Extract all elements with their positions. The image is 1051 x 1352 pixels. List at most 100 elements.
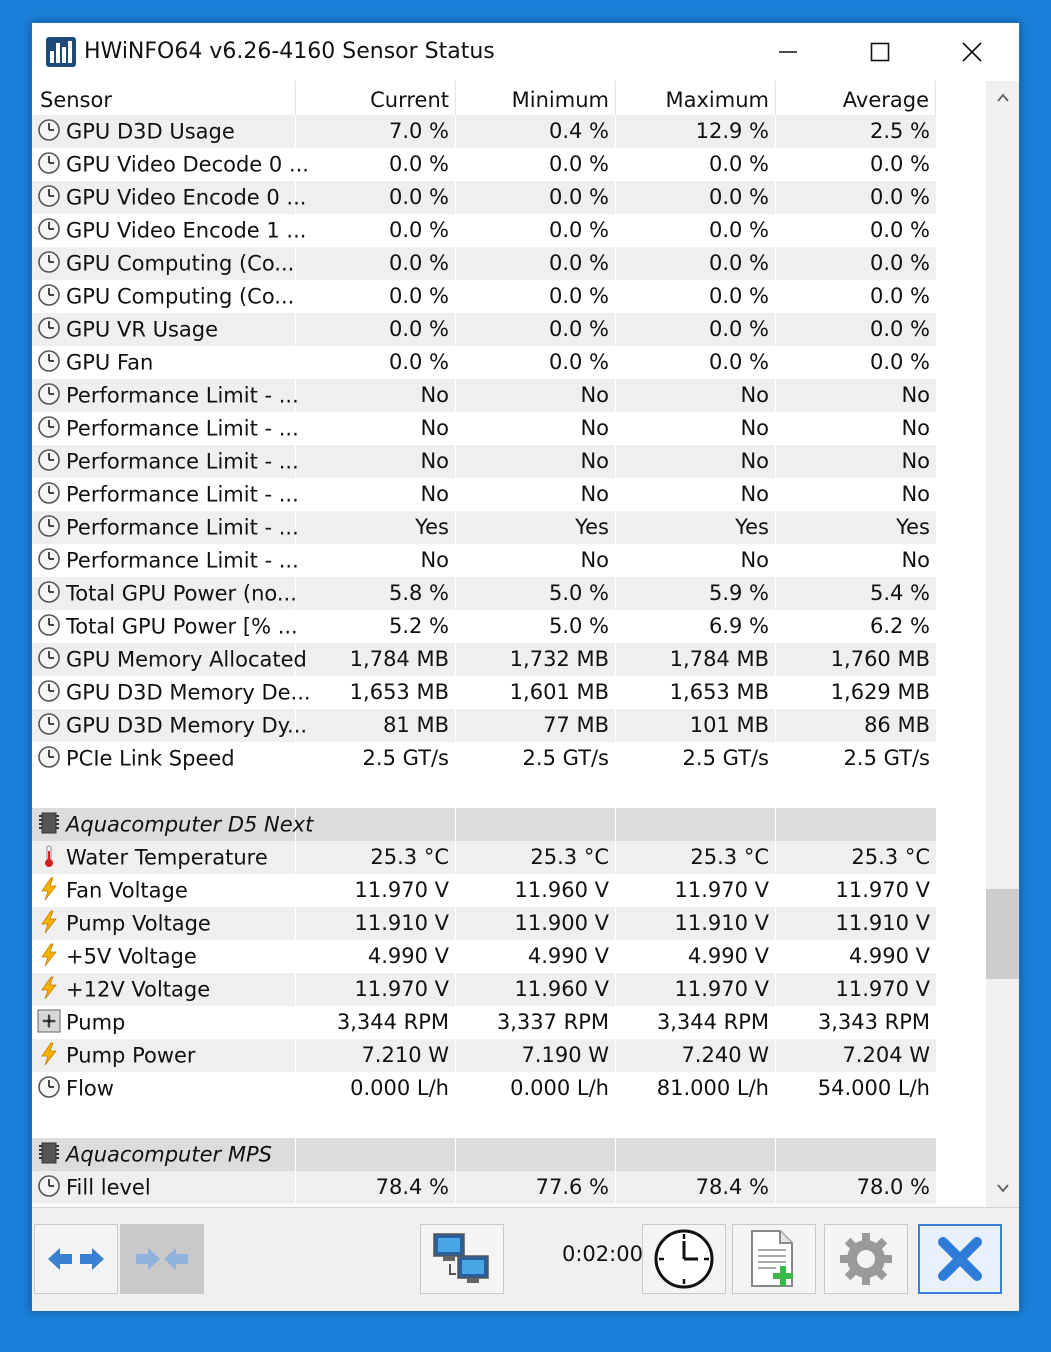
table-row[interactable]: Fan Voltage 11.970 V 11.960 V 11.970 V 11.97… [32, 874, 936, 907]
table-row[interactable]: Total GPU Power [% ... 5.2 % 5.0 % 6.9 % 6.2… [32, 610, 936, 643]
maximum-value: 78.4 % [616, 1171, 776, 1204]
table-row[interactable]: GPU Video Encode 0 ... 0.0 % 0.0 % 0.0 % 0.0… [32, 181, 936, 214]
current-value: 0.0 % [296, 148, 456, 181]
average-value: 4.990 V [848, 944, 930, 968]
column-header-average[interactable]: Average [776, 81, 936, 115]
average-value: 5.4 % [869, 581, 930, 605]
table-row[interactable]: GPU Video Encode 1 ... 0.0 % 0.0 % 0.0 % 0.0… [32, 214, 936, 247]
maximum-value: No [616, 478, 776, 511]
stopwatch-icon [654, 1229, 714, 1289]
clock-icon [37, 250, 61, 274]
clock-icon [37, 448, 61, 472]
table-row[interactable]: GPU Computing (Co... 0.0 % 0.0 % 0.0 % 0.0 % [32, 247, 936, 280]
sensor-name: GPU Computing (Co... [66, 251, 295, 276]
table-row[interactable]: GPU D3D Usage 7.0 % 0.4 % 12.9 % 2.5 % [32, 115, 936, 148]
settings-button[interactable] [824, 1224, 908, 1294]
table-row[interactable]: Pump Voltage 11.910 V 11.900 V 11.910 V 11.9… [32, 907, 936, 940]
current-value: 0.0 % [296, 313, 456, 346]
table-row[interactable]: GPU Memory Allocated 1,784 MB 1,732 MB 1,78… [32, 643, 936, 676]
table-row[interactable]: Performance Limit - ... No No No No [32, 544, 936, 577]
network-button[interactable] [420, 1224, 504, 1294]
minimum-value: 0.0 % [456, 346, 616, 379]
table-row[interactable]: Pump 3,344 RPM 3,337 RPM 3,344 RPM 3,343 RPM [32, 1006, 936, 1039]
current-value: 11.970 V [296, 874, 456, 907]
table-row[interactable]: Total GPU Power (no... 5.8 % 5.0 % 5.9 % 5.4… [32, 577, 936, 610]
scroll-up-button[interactable] [986, 85, 1019, 109]
minimum-value: 0.4 % [456, 115, 616, 148]
average-value: 7.204 W [842, 1043, 930, 1067]
table-row[interactable]: GPU D3D Memory Dy... 81 MB 77 MB 101 MB 86 M… [32, 709, 936, 742]
close-window-button[interactable] [926, 23, 1018, 81]
close-button[interactable] [918, 1224, 1002, 1294]
minimize-button[interactable] [742, 23, 834, 81]
table-row[interactable]: Performance Limit - ... No No No No [32, 478, 936, 511]
table-row[interactable]: GPU Computing (Co... 0.0 % 0.0 % 0.0 % 0.0 % [32, 280, 936, 313]
sensor-name: GPU Video Encode 0 ... [66, 185, 307, 210]
table-row[interactable]: GPU D3D Memory De... 1,653 MB 1,601 MB 1,65… [32, 676, 936, 709]
maximum-value: 0.0 % [616, 280, 776, 313]
table-row[interactable]: Performance Limit - ... Yes Yes Yes Yes [32, 511, 936, 544]
maximum-value: 1,653 MB [616, 676, 776, 709]
collapse-columns-button[interactable] [120, 1224, 204, 1294]
maximum-value: 0.0 % [616, 181, 776, 214]
minimize-icon [779, 51, 797, 53]
table-row[interactable]: +5V Voltage 4.990 V 4.990 V 4.990 V 4.990 V [32, 940, 936, 973]
maximum-value: 6.9 % [616, 610, 776, 643]
column-header-maximum[interactable]: Maximum [616, 81, 776, 115]
average-value: 1,760 MB [830, 647, 930, 671]
expand-columns-button[interactable] [34, 1224, 118, 1294]
table-row[interactable]: Performance Limit - ... No No No No [32, 445, 936, 478]
logging-button[interactable] [732, 1224, 816, 1294]
lightning-icon [37, 1042, 61, 1066]
current-value: No [296, 478, 456, 511]
current-value: 0.0 % [296, 214, 456, 247]
current-value: 2.5 GT/s [296, 742, 456, 775]
sensor-name: Pump Voltage [66, 911, 211, 936]
column-header-current[interactable]: Current [296, 81, 456, 115]
clock-icon [37, 547, 61, 571]
column-header-sensor[interactable]: Sensor [32, 81, 296, 115]
table-row[interactable]: Performance Limit - ... No No No No [32, 379, 936, 412]
polling-interval-button[interactable] [642, 1224, 726, 1294]
clock-icon [37, 646, 61, 670]
maximize-button[interactable] [834, 23, 926, 81]
table-row[interactable]: Pump Power 7.210 W 7.190 W 7.240 W 7.204 W [32, 1039, 936, 1072]
table-row[interactable]: GPU Video Decode 0 ... 0.0 % 0.0 % 0.0 % 0.0… [32, 148, 936, 181]
column-header-minimum[interactable]: Minimum [456, 81, 616, 115]
minimum-value: No [456, 445, 616, 478]
vertical-scrollbar[interactable] [986, 81, 1019, 1207]
maximum-value: 11.970 V [616, 874, 776, 907]
scroll-thumb[interactable] [986, 889, 1019, 979]
clock-icon [37, 514, 61, 538]
clock-icon [37, 712, 61, 736]
current-value: 0.0 % [296, 280, 456, 313]
clock-icon [37, 580, 61, 604]
sensor-name-cell: Performance Limit - ... [37, 379, 299, 412]
average-value: 11.970 V [835, 977, 930, 1001]
title-bar[interactable]: HWiNFO64 v6.26-4160 Sensor Status [32, 23, 1019, 81]
bottom-toolbar: 0:02:00 [32, 1207, 1019, 1311]
table-row[interactable]: GPU Fan 0.0 % 0.0 % 0.0 % 0.0 % [32, 346, 936, 379]
table-row[interactable]: Fill level 78.4 % 77.6 % 78.4 % 78.0 % [32, 1171, 936, 1204]
minimum-value: 25.3 °C [456, 841, 616, 874]
average-value: 0.0 % [869, 350, 930, 374]
table-row[interactable]: +12V Voltage 11.970 V 11.960 V 11.970 V 11.9… [32, 973, 936, 1006]
group-header-row[interactable]: Aquacomputer D5 Next [32, 808, 936, 841]
maximum-value: 3,344 RPM [616, 1006, 776, 1039]
maximum-value: 7.240 W [616, 1039, 776, 1072]
group-header-row[interactable]: Aquacomputer MPS [32, 1138, 936, 1171]
table-row[interactable]: Water Temperature 25.3 °C 25.3 °C 25.3 °C 25… [32, 841, 936, 874]
scroll-down-button[interactable] [986, 1177, 1019, 1201]
sensor-name: Fill level [66, 1175, 151, 1200]
minimum-value: 77.6 % [456, 1171, 616, 1204]
minimum-value: 5.0 % [456, 610, 616, 643]
table-row[interactable]: Performance Limit - ... No No No No [32, 412, 936, 445]
table-row[interactable]: GPU VR Usage 0.0 % 0.0 % 0.0 % 0.0 % [32, 313, 936, 346]
table-row[interactable]: Flow 0.000 L/h 0.000 L/h 81.000 L/h 54.000 L… [32, 1072, 936, 1105]
table-row[interactable]: PCIe Link Speed 2.5 GT/s 2.5 GT/s 2.5 GT/s 2… [32, 742, 936, 775]
clock-icon [37, 745, 61, 769]
clock-icon [37, 415, 61, 439]
maximum-value: 0.0 % [616, 148, 776, 181]
sensor-name-cell: Pump Power [37, 1039, 296, 1072]
sensor-name: Fan Voltage [66, 878, 188, 903]
